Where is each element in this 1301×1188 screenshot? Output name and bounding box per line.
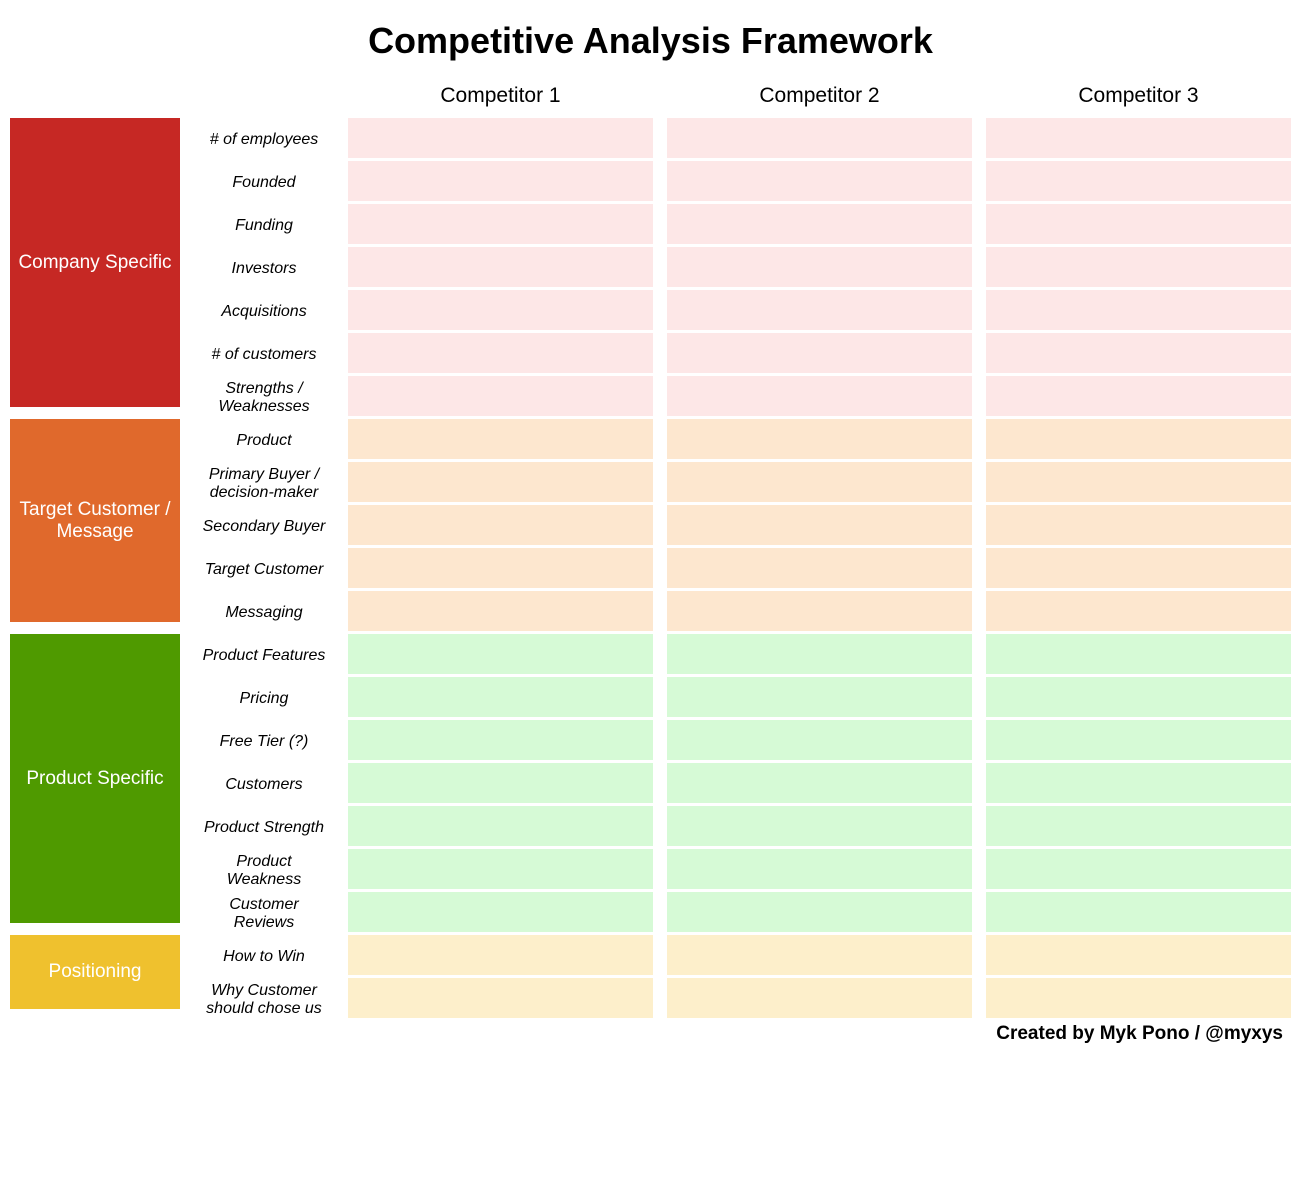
data-cell[interactable]	[986, 333, 1291, 373]
header-spacer-rowlabel	[194, 80, 334, 118]
data-cell[interactable]	[667, 935, 972, 975]
row-label: Funding	[194, 204, 334, 247]
data-cell[interactable]	[348, 548, 653, 588]
data-cell[interactable]	[986, 720, 1291, 760]
data-cell[interactable]	[667, 161, 972, 201]
data-cell[interactable]	[348, 462, 653, 502]
data-cell[interactable]	[986, 591, 1291, 631]
data-cell[interactable]	[986, 763, 1291, 803]
row-label: Strengths / Weaknesses	[194, 376, 334, 419]
row-label: # of employees	[194, 118, 334, 161]
category-block: Company Specific	[10, 118, 180, 407]
data-cell[interactable]	[348, 591, 653, 631]
data-cell[interactable]	[986, 118, 1291, 158]
data-cell[interactable]	[986, 935, 1291, 975]
data-cell[interactable]	[667, 978, 972, 1018]
data-cell[interactable]	[348, 763, 653, 803]
data-cell[interactable]	[986, 849, 1291, 889]
data-cell[interactable]	[348, 247, 653, 287]
row-label: Customers	[194, 763, 334, 806]
competitor-header: Competitor 3	[986, 80, 1291, 118]
data-cell[interactable]	[667, 118, 972, 158]
data-cell[interactable]	[348, 290, 653, 330]
data-cell[interactable]	[667, 505, 972, 545]
data-cell[interactable]	[986, 247, 1291, 287]
row-label: Founded	[194, 161, 334, 204]
data-cell[interactable]	[667, 806, 972, 846]
data-cell[interactable]	[348, 505, 653, 545]
data-cell[interactable]	[348, 720, 653, 760]
category-block: Product Specific	[10, 634, 180, 923]
row-label: Secondary Buyer	[194, 505, 334, 548]
data-cell[interactable]	[986, 505, 1291, 545]
competitor-header: Competitor 1	[348, 80, 653, 118]
data-cell[interactable]	[667, 204, 972, 244]
header-spacer-category	[10, 80, 180, 118]
data-cell[interactable]	[667, 419, 972, 459]
row-label: How to Win	[194, 935, 334, 978]
data-cell[interactable]	[986, 376, 1291, 416]
data-cell[interactable]	[667, 333, 972, 373]
data-cell[interactable]	[667, 591, 972, 631]
data-cell[interactable]	[348, 849, 653, 889]
data-cell[interactable]	[986, 419, 1291, 459]
data-cell[interactable]	[348, 118, 653, 158]
data-cell[interactable]	[348, 677, 653, 717]
data-cell[interactable]	[986, 892, 1291, 932]
data-cell[interactable]	[667, 634, 972, 674]
data-cell[interactable]	[348, 204, 653, 244]
data-cell[interactable]	[667, 720, 972, 760]
data-cell[interactable]	[667, 548, 972, 588]
category-block: Positioning	[10, 935, 180, 1009]
data-cell[interactable]	[348, 806, 653, 846]
data-cell[interactable]	[667, 892, 972, 932]
row-label: Primary Buyer / decision-maker	[194, 462, 334, 505]
data-cell[interactable]	[348, 892, 653, 932]
row-label: Investors	[194, 247, 334, 290]
data-cell[interactable]	[986, 548, 1291, 588]
data-cell[interactable]	[986, 806, 1291, 846]
data-cell[interactable]	[667, 290, 972, 330]
data-cell[interactable]	[667, 376, 972, 416]
data-cell[interactable]	[986, 634, 1291, 674]
data-cell[interactable]	[667, 763, 972, 803]
data-cell[interactable]	[667, 677, 972, 717]
credit-line: Created by Myk Pono / @myxys	[10, 1023, 1291, 1045]
data-cell[interactable]	[986, 290, 1291, 330]
page-title: Competitive Analysis Framework	[10, 20, 1291, 62]
data-cell[interactable]	[348, 161, 653, 201]
row-label: Product Features	[194, 634, 334, 677]
row-label: Messaging	[194, 591, 334, 634]
row-label: Pricing	[194, 677, 334, 720]
data-cell[interactable]	[667, 247, 972, 287]
category-block: Target Customer / Message	[10, 419, 180, 622]
data-cell[interactable]	[986, 462, 1291, 502]
framework-grid: Competitor 1 Competitor 2 Competitor 3 Comp…	[10, 80, 1291, 1021]
data-cell[interactable]	[348, 419, 653, 459]
data-cell[interactable]	[667, 849, 972, 889]
data-cell[interactable]	[986, 204, 1291, 244]
row-label: Target Customer	[194, 548, 334, 591]
row-label: Product	[194, 419, 334, 462]
data-cell[interactable]	[986, 978, 1291, 1018]
data-cell[interactable]	[348, 634, 653, 674]
row-label: Why Customer should chose us	[194, 978, 334, 1021]
row-label: Acquisitions	[194, 290, 334, 333]
data-cell[interactable]	[986, 161, 1291, 201]
competitor-header: Competitor 2	[667, 80, 972, 118]
data-cell[interactable]	[348, 376, 653, 416]
data-cell[interactable]	[986, 677, 1291, 717]
row-label: Product Strength	[194, 806, 334, 849]
row-label: Product Weakness	[194, 849, 334, 892]
data-cell[interactable]	[348, 978, 653, 1018]
row-label: # of customers	[194, 333, 334, 376]
row-label: Customer Reviews	[194, 892, 334, 935]
data-cell[interactable]	[348, 935, 653, 975]
data-cell[interactable]	[667, 462, 972, 502]
data-cell[interactable]	[348, 333, 653, 373]
row-label: Free Tier (?)	[194, 720, 334, 763]
